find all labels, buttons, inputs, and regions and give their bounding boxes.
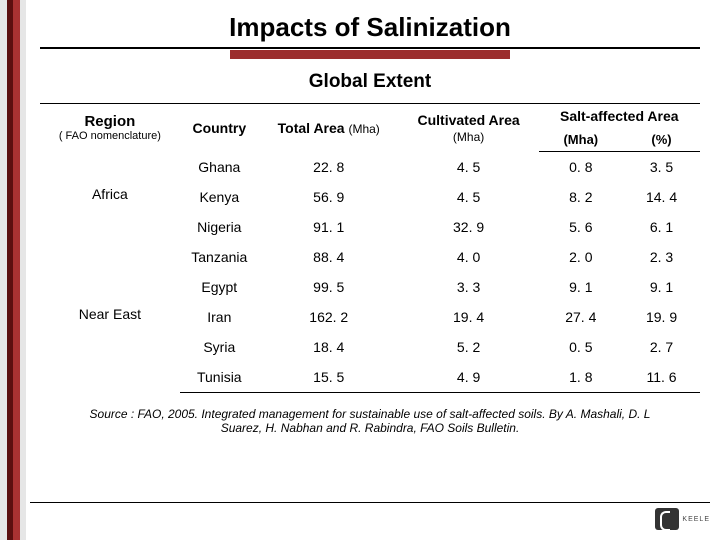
cell-salt_mha: 2. 0 xyxy=(539,242,624,272)
cell-country: Syria xyxy=(180,332,259,362)
region-cell xyxy=(40,152,180,183)
cell-cult: 4. 9 xyxy=(399,362,539,393)
cell-total: 22. 8 xyxy=(259,152,399,183)
hdr-total: Total Area (Mha) xyxy=(259,104,399,152)
hdr-cultivated: Cultivated Area(Mha) xyxy=(399,104,539,152)
cell-salt_pct: 11. 6 xyxy=(623,362,700,393)
keele-logo-icon xyxy=(655,508,679,530)
hdr-country: Country xyxy=(180,104,259,152)
hdr-salt-mha: (Mha) xyxy=(539,128,624,152)
region-cell: Africa xyxy=(40,182,180,272)
cell-total: 99. 5 xyxy=(259,272,399,302)
cell-salt_mha: 0. 5 xyxy=(539,332,624,362)
slide-content: Impacts of Salinization Global Extent Re… xyxy=(40,12,700,500)
region-cell: Near East xyxy=(40,302,180,393)
cell-salt_pct: 14. 4 xyxy=(623,182,700,212)
cell-cult: 4. 0 xyxy=(399,242,539,272)
cell-country: Nigeria xyxy=(180,212,259,242)
cell-salt_pct: 19. 9 xyxy=(623,302,700,332)
cell-total: 162. 2 xyxy=(259,302,399,332)
cell-country: Iran xyxy=(180,302,259,332)
cell-salt_mha: 9. 1 xyxy=(539,272,624,302)
cell-total: 15. 5 xyxy=(259,362,399,393)
cell-salt_mha: 27. 4 xyxy=(539,302,624,332)
left-decorative-bar xyxy=(0,0,26,540)
cell-country: Kenya xyxy=(180,182,259,212)
cell-salt_pct: 2. 7 xyxy=(623,332,700,362)
title-block: Impacts of Salinization xyxy=(40,12,700,53)
cell-total: 91. 1 xyxy=(259,212,399,242)
cell-cult: 4. 5 xyxy=(399,152,539,183)
cell-salt_mha: 8. 2 xyxy=(539,182,624,212)
cell-cult: 5. 2 xyxy=(399,332,539,362)
cell-salt_pct: 3. 5 xyxy=(623,152,700,183)
region-cell xyxy=(40,272,180,302)
logo-text: KEELE xyxy=(682,516,710,523)
hdr-salt-pct: (%) xyxy=(623,128,700,152)
hdr-region: Region ( FAO nomenclature) xyxy=(40,104,180,152)
table-row: Egypt99. 53. 39. 19. 1 xyxy=(40,272,700,302)
cell-total: 18. 4 xyxy=(259,332,399,362)
table-row: AfricaKenya56. 94. 58. 214. 4 xyxy=(40,182,700,212)
table-row: Near EastIran162. 219. 427. 419. 9 xyxy=(40,302,700,332)
cell-total: 88. 4 xyxy=(259,242,399,272)
table-header: Region ( FAO nomenclature) Country Total… xyxy=(40,104,700,152)
table-row: Ghana22. 84. 50. 83. 5 xyxy=(40,152,700,183)
hdr-salt: Salt-affected Area xyxy=(539,104,700,129)
source-citation: Source : FAO, 2005. Integrated managemen… xyxy=(40,407,700,435)
subtitle: Global Extent xyxy=(40,71,700,93)
title-underline xyxy=(230,50,510,53)
cell-salt_pct: 9. 1 xyxy=(623,272,700,302)
cell-cult: 3. 3 xyxy=(399,272,539,302)
cell-cult: 32. 9 xyxy=(399,212,539,242)
cell-country: Ghana xyxy=(180,152,259,183)
table-body: Ghana22. 84. 50. 83. 5AfricaKenya56. 94.… xyxy=(40,152,700,393)
cell-cult: 19. 4 xyxy=(399,302,539,332)
cell-salt_pct: 6. 1 xyxy=(623,212,700,242)
footer: KEELE xyxy=(30,502,710,530)
cell-salt_mha: 5. 6 xyxy=(539,212,624,242)
cell-country: Tunisia xyxy=(180,362,259,393)
cell-country: Egypt xyxy=(180,272,259,302)
salinization-table: Region ( FAO nomenclature) Country Total… xyxy=(40,103,700,393)
cell-country: Tanzania xyxy=(180,242,259,272)
cell-salt_mha: 1. 8 xyxy=(539,362,624,393)
cell-salt_mha: 0. 8 xyxy=(539,152,624,183)
cell-salt_pct: 2. 3 xyxy=(623,242,700,272)
cell-total: 56. 9 xyxy=(259,182,399,212)
cell-cult: 4. 5 xyxy=(399,182,539,212)
page-title: Impacts of Salinization xyxy=(40,12,700,49)
